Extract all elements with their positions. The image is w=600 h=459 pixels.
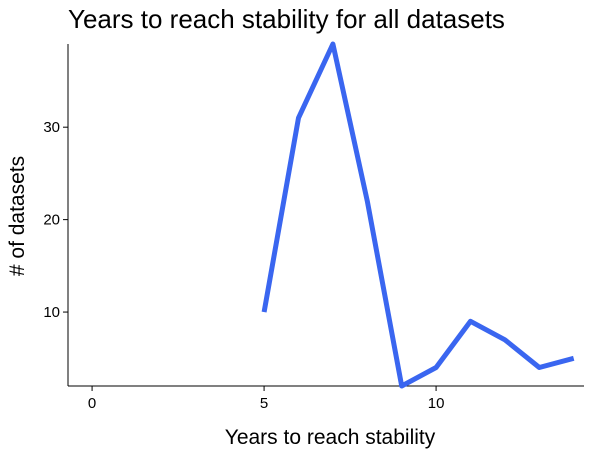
- y-tick-label: 20: [43, 212, 60, 229]
- x-tick-label: 5: [260, 395, 268, 412]
- series-line: [261, 41, 575, 389]
- chart-title: Years to reach stability for all dataset…: [68, 4, 505, 34]
- series-group: [261, 41, 575, 389]
- y-axis-ticks: 10 20 30: [43, 119, 68, 321]
- y-tick-label: 30: [43, 119, 60, 136]
- x-axis-title: Years to reach stability: [225, 426, 436, 449]
- y-tick-label: 10: [43, 304, 60, 321]
- y-axis-title: # of datasets: [6, 156, 29, 276]
- x-axis-ticks: 0 5 10: [88, 386, 445, 412]
- x-tick-label: 10: [428, 395, 445, 412]
- plot-area: 0 5 10 10 20 30: [43, 41, 584, 412]
- x-tick-label: 0: [88, 395, 96, 412]
